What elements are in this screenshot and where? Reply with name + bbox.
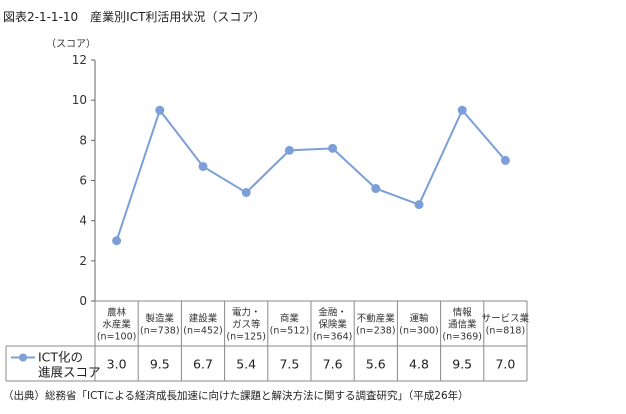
category-label: 情報通信業(n=369) <box>442 307 482 343</box>
data-value-label: 9.5 <box>452 357 472 372</box>
data-value-label: 7.5 <box>279 357 299 372</box>
data-value-label: 7.0 <box>495 357 515 372</box>
series-line <box>112 105 510 246</box>
data-value-label: 3.0 <box>107 357 127 372</box>
data-point <box>500 155 510 165</box>
y-tick-label: 2 <box>79 254 87 268</box>
y-tick-label: 8 <box>79 133 87 147</box>
data-value-label: 4.8 <box>409 357 429 372</box>
data-point <box>155 105 165 115</box>
axes: 0 2 4 6 8 10 12 <box>72 53 96 308</box>
data-point <box>414 200 424 210</box>
data-table: 農林水産業(n=100)製造業(n=738)建設業(n=452)電力・ガス等(n… <box>5 300 530 382</box>
series-line-path <box>115 108 507 242</box>
data-point <box>112 236 122 246</box>
y-axis-label: （スコア） <box>46 38 96 50</box>
category-label: 農林水産業(n=100) <box>97 307 137 343</box>
category-label: 建設業(n=452) <box>183 313 223 337</box>
category-label: 運輸(n=300) <box>399 313 439 337</box>
data-value-label: 9.5 <box>150 357 170 372</box>
category-label: 製造業(n=738) <box>140 313 180 337</box>
data-point <box>198 161 208 171</box>
y-tick-label: 10 <box>72 93 87 107</box>
data-value-label: 5.6 <box>366 357 386 372</box>
category-label: 不動産業(n=238) <box>356 313 396 337</box>
data-point <box>328 143 338 153</box>
data-point <box>241 188 251 198</box>
source-note: （出典）総務省「ICTによる経済成長加速に向けた課題と解決方法に関する調査研究」… <box>3 389 469 402</box>
category-label: 電力・ガス等(n=125) <box>226 307 266 343</box>
legend-series-name: ICT化の進展スコア <box>38 350 101 380</box>
y-tick-label: 4 <box>79 214 87 228</box>
data-value-label: 6.7 <box>193 357 213 372</box>
y-tick-label: 6 <box>79 174 87 188</box>
data-value-label: 5.4 <box>236 357 256 372</box>
y-tick-label: 0 <box>79 294 87 308</box>
legend-point-marker <box>19 353 27 362</box>
data-point <box>284 145 294 155</box>
data-point <box>371 184 381 194</box>
y-tick-label: 12 <box>72 53 87 67</box>
category-label: 金融・保険業(n=364) <box>313 307 353 343</box>
category-label: 商業(n=512) <box>270 313 310 337</box>
category-label: サービス業(n=818) <box>482 313 530 337</box>
data-point <box>457 105 467 115</box>
data-value-label: 7.6 <box>323 357 343 372</box>
figure-title: 図表2-1-1-10 産業別ICT利活用状況（スコア） <box>3 9 265 24</box>
